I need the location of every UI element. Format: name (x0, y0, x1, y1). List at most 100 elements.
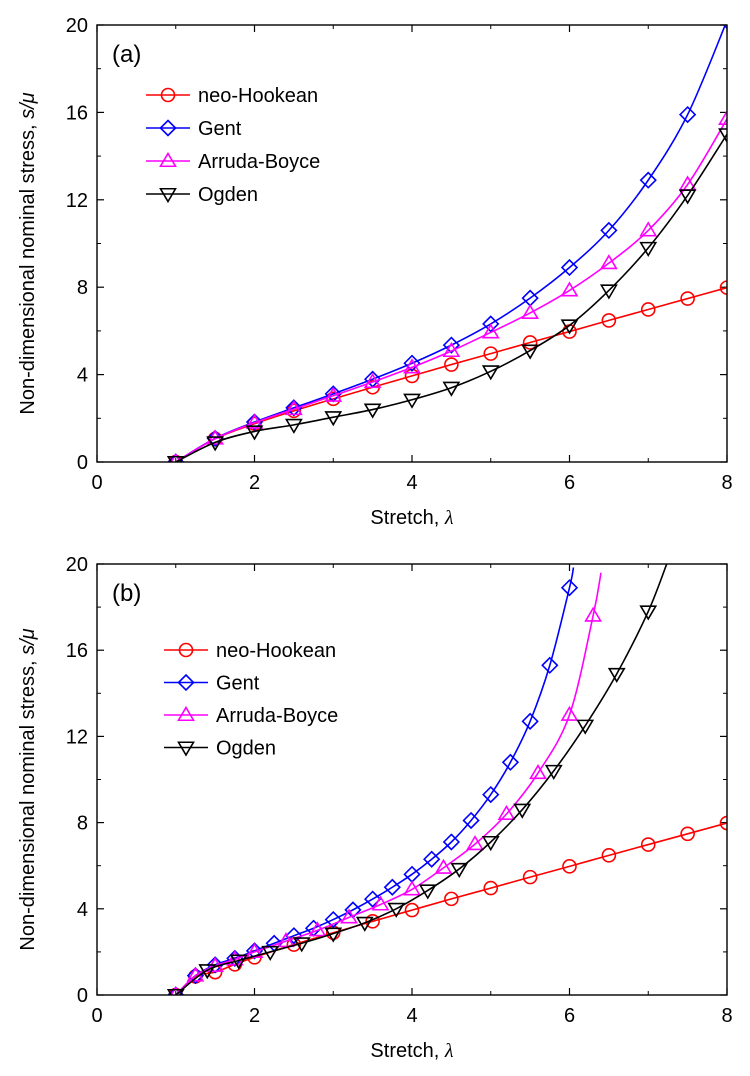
data-point (576, 719, 595, 735)
data-point (444, 891, 459, 907)
x-axis-label: Stretch, λ (370, 1040, 453, 1062)
data-point (404, 368, 420, 384)
y-tick-label: 0 (77, 985, 88, 1007)
data-point (403, 358, 421, 374)
legend-item: Arruda-Boyce (146, 151, 320, 173)
data-point (522, 869, 538, 885)
data-point (521, 303, 540, 320)
data-point (423, 850, 441, 868)
data-point (640, 837, 656, 852)
data-point (450, 862, 469, 879)
legend-marker (159, 187, 177, 204)
legend-marker (160, 87, 176, 103)
data-point (403, 354, 421, 372)
y-axis-label-text: Non-dimensional nominal stress, (17, 655, 39, 951)
y-tick-label: 0 (77, 452, 88, 474)
data-point (245, 413, 264, 431)
x-axis-label-text: Stretch, (370, 1040, 444, 1062)
data-point (501, 753, 520, 771)
legend-label: Ogden (198, 184, 258, 206)
x-tick-label: 0 (91, 472, 102, 494)
data-point (285, 399, 303, 417)
x-tick-label: 2 (249, 1005, 260, 1027)
data-point (245, 413, 264, 429)
data-point (466, 835, 484, 851)
data-point (599, 254, 618, 270)
data-point (601, 313, 617, 328)
data-point (522, 335, 538, 350)
data-point (365, 913, 380, 929)
data-point (719, 280, 727, 295)
y-tick-label: 16 (66, 640, 88, 662)
data-point (482, 315, 500, 333)
legend-label: Arruda-Boyce (216, 705, 338, 727)
legend-label: Arruda-Boyce (198, 151, 320, 173)
data-point (639, 221, 658, 237)
data-point (481, 365, 500, 381)
data-point (562, 859, 577, 874)
data-point (601, 848, 617, 863)
data-point (404, 902, 420, 918)
series-ogden (166, 564, 668, 995)
series-line (175, 567, 575, 995)
x-tick-label: 6 (564, 1005, 575, 1027)
panel-label: (b) (112, 580, 141, 607)
legend-label: neo-Hookean (216, 640, 336, 662)
data-point (483, 880, 499, 896)
data-point (206, 436, 225, 452)
data-point (308, 921, 327, 937)
series-line (175, 133, 727, 462)
data-point (680, 291, 695, 306)
legend-item: Ogden (164, 738, 276, 760)
series-line (175, 286, 727, 462)
plot-frame (96, 24, 728, 463)
series-gent (167, 567, 579, 995)
data-point (639, 241, 658, 257)
data-point (206, 956, 224, 974)
data-point (284, 400, 303, 416)
data-point (324, 411, 343, 427)
x-tick-label: 8 (721, 1005, 732, 1027)
data-point (640, 302, 656, 317)
data-point (639, 171, 657, 189)
data-point (599, 284, 618, 300)
data-point (363, 372, 382, 389)
x-axis-label-symbol: λ (444, 507, 454, 529)
data-point (261, 945, 280, 961)
y-axis-label: Non-dimensional nominal stress, s/μ (17, 628, 39, 950)
y-axis-label-symbol: s/μ (17, 92, 39, 119)
x-axis-label: Stretch, λ (370, 507, 453, 529)
legend-marker (178, 642, 194, 658)
series-gent (167, 25, 727, 462)
x-tick-label: 4 (406, 1005, 417, 1027)
data-point (434, 858, 453, 874)
legend: neo-Hookean Gent Arruda-Boyce Ogden (146, 85, 320, 206)
plot-frame (96, 563, 728, 996)
y-axis-label-symbol: s/μ (17, 628, 39, 655)
data-point (444, 357, 459, 372)
data-point (442, 336, 461, 354)
y-tick-label: 4 (77, 365, 88, 387)
y-tick-label: 16 (66, 102, 88, 124)
data-point (442, 341, 461, 358)
data-point (245, 942, 264, 960)
data-point (560, 258, 579, 277)
data-point (544, 764, 563, 780)
x-tick-label: 6 (564, 472, 575, 494)
x-tick-label: 0 (91, 1005, 102, 1027)
legend-item: neo-Hookean (164, 640, 336, 662)
x-axis-label-symbol: λ (444, 1040, 454, 1062)
data-point (560, 281, 579, 297)
series-neo-hookean (168, 815, 727, 995)
data-point (482, 785, 500, 804)
data-point (324, 927, 343, 943)
data-point (462, 811, 480, 830)
data-point (166, 455, 185, 462)
data-point (285, 927, 303, 945)
data-point (277, 932, 295, 948)
legend-label: neo-Hookean (198, 85, 318, 107)
y-axis-label: Non-dimensional nominal stress, s/μ (17, 92, 39, 414)
series-line (175, 118, 727, 462)
x-axis-label-text: Stretch, (370, 507, 444, 529)
y-tick-label: 12 (66, 726, 88, 748)
